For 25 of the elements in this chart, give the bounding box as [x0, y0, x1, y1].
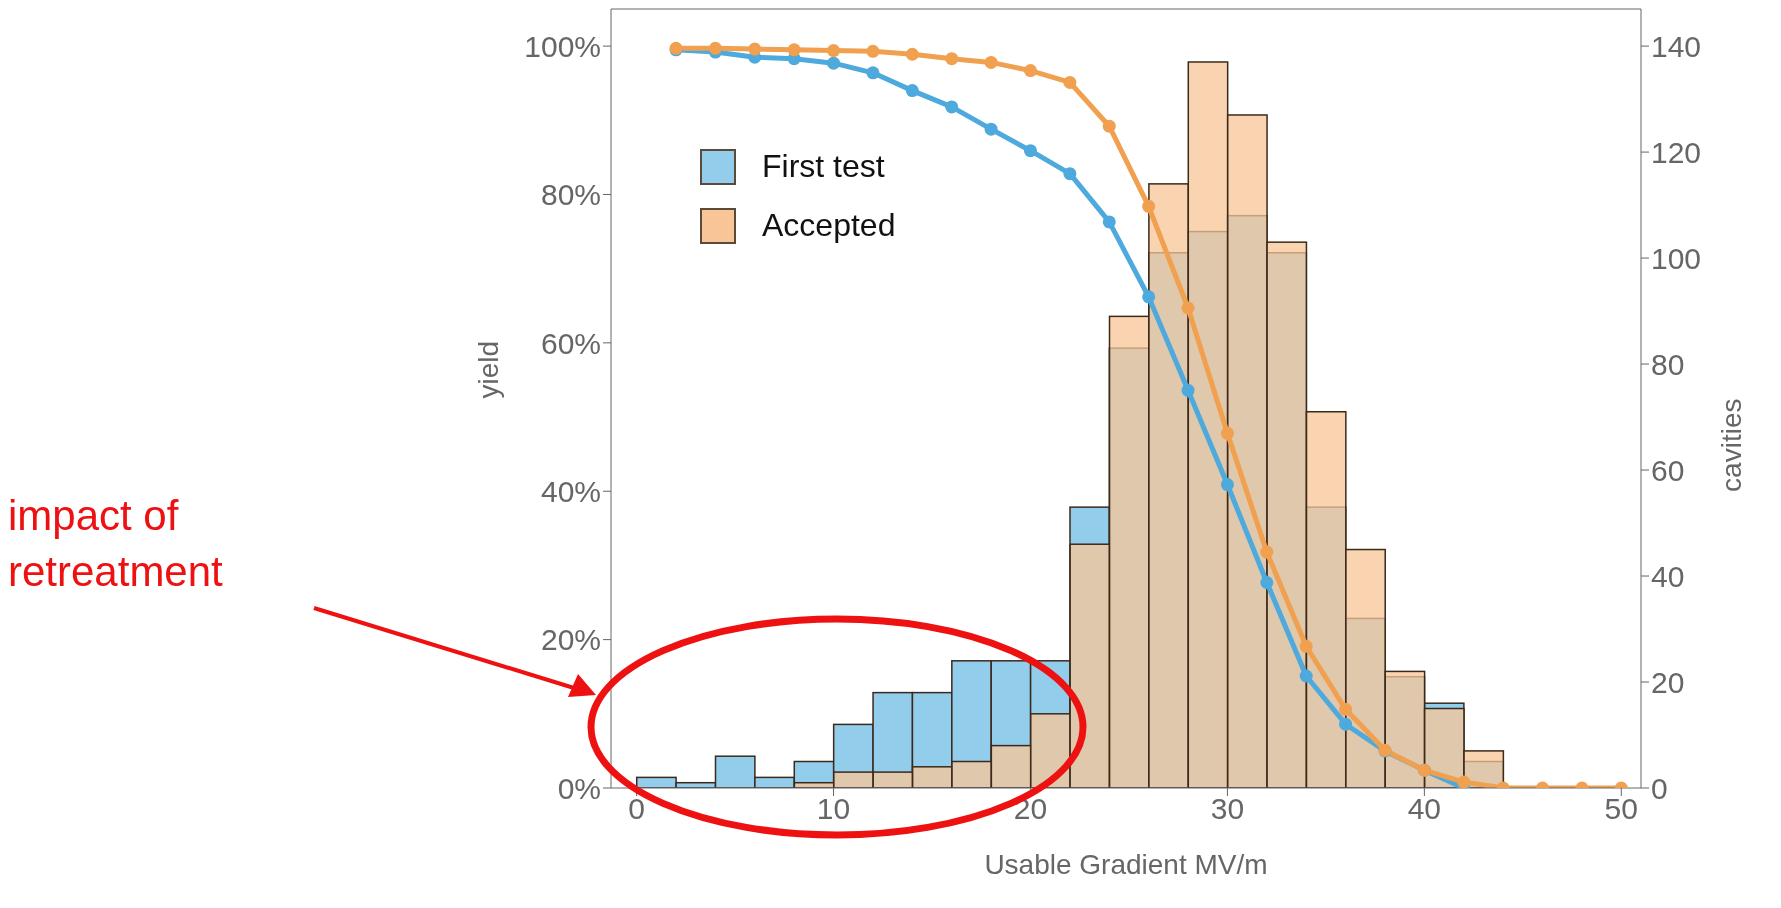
y2-tick-label: 100 — [1651, 241, 1702, 275]
y2-tick-label: 0 — [1651, 771, 1668, 805]
y2-tick-label: 140 — [1651, 29, 1702, 63]
y-tick-label: 0% — [557, 771, 601, 805]
x-tick-label: 10 — [816, 792, 851, 826]
y2-tick-label: 20 — [1651, 665, 1685, 699]
legend-label: Accepted — [762, 207, 896, 244]
y-tick-label: 20% — [540, 623, 601, 657]
text: impact of retreatment — [8, 491, 224, 597]
y-tick-label: 40% — [540, 474, 601, 508]
y-tick-label: 100% — [524, 29, 601, 63]
y2-tick-label: 80 — [1651, 347, 1685, 381]
x-axis-title: Usable Gradient MV/m — [984, 849, 1268, 880]
y-tick-label: 80% — [540, 178, 601, 212]
y2-tick-label: 60 — [1651, 453, 1685, 487]
y2-tick-label: 40 — [1651, 559, 1685, 593]
y2-axis-title: cavities — [1715, 398, 1747, 492]
x-tick-label: 50 — [1604, 792, 1638, 826]
x-tick-label: 0 — [628, 792, 645, 826]
x-tick-label: 40 — [1407, 792, 1442, 826]
y2-tick-label: 120 — [1651, 135, 1702, 169]
x-tick-label: 30 — [1210, 792, 1245, 826]
legend-label: First test — [762, 148, 885, 185]
y-tick-label: 60% — [540, 326, 601, 360]
y-axis-title: yield — [472, 340, 504, 399]
